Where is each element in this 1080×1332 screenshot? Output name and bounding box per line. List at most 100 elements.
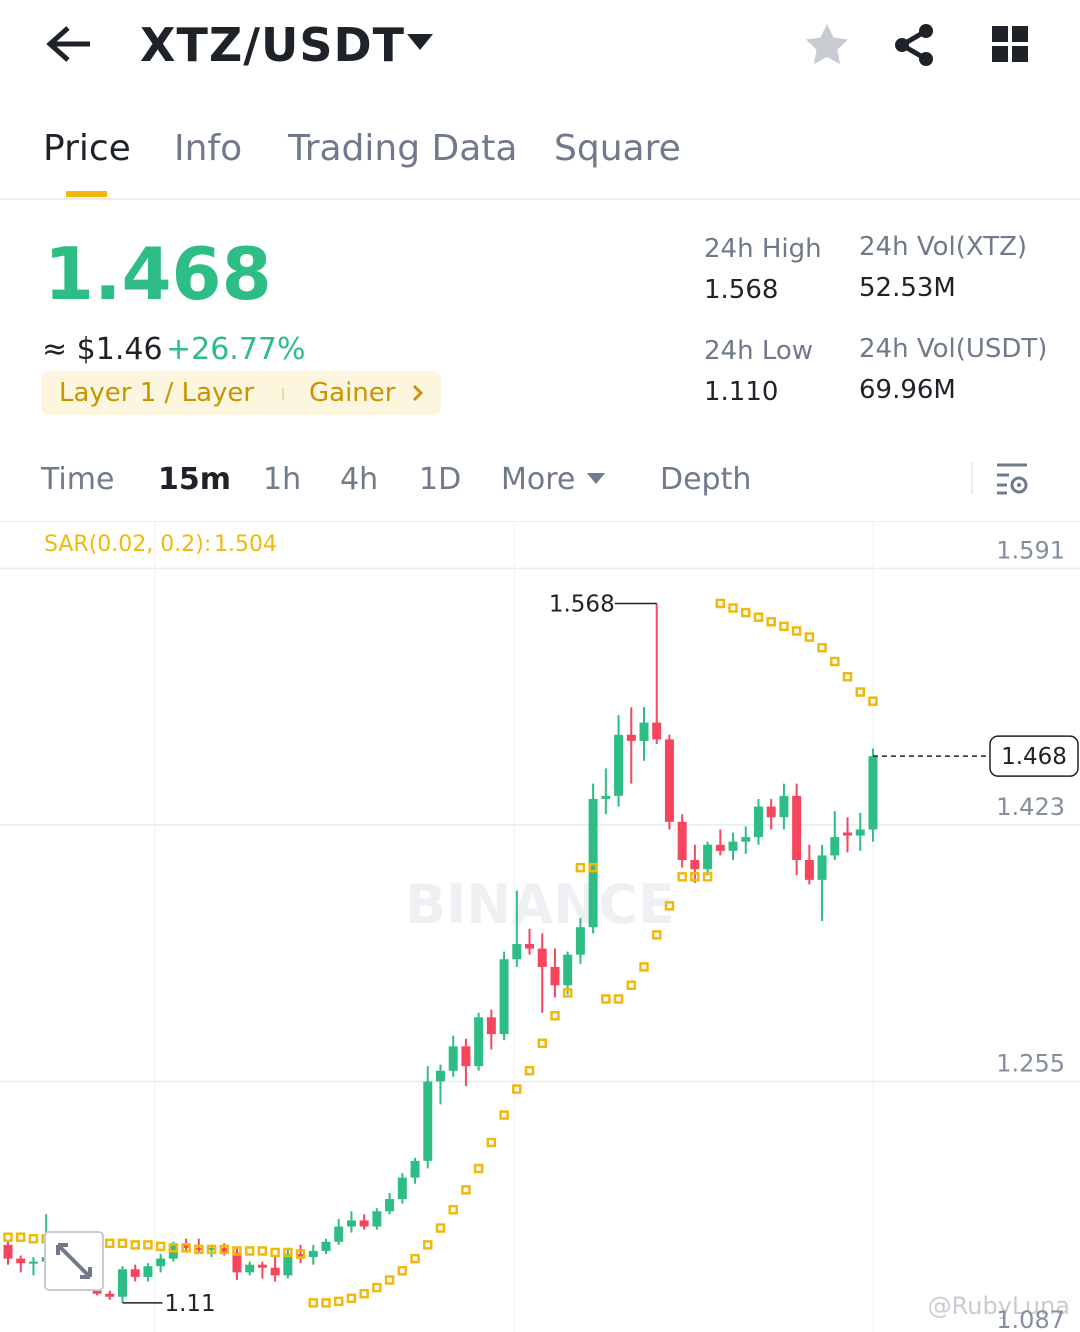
- candle-body: [804, 860, 814, 880]
- sar-dot: [448, 1204, 458, 1215]
- tag-separator: [282, 388, 284, 400]
- candle-body: [741, 837, 751, 842]
- sar-dot: [244, 1246, 255, 1256]
- candle-body: [385, 1199, 395, 1212]
- tag-bar[interactable]: [41, 371, 441, 415]
- candle-body: [219, 1247, 229, 1253]
- candle-body: [207, 1247, 217, 1250]
- candle-body: [703, 844, 713, 870]
- candle-body: [397, 1177, 407, 1200]
- candle-body: [461, 1046, 471, 1067]
- tag[interactable]: Layer 1 / Layer: [59, 378, 255, 408]
- tab-indicator: [66, 191, 107, 197]
- sar-dot: [105, 1238, 115, 1249]
- interval[interactable]: 1h: [263, 462, 302, 497]
- sar-dot: [741, 607, 751, 618]
- sar-dot: [639, 962, 649, 972]
- candle-body: [575, 927, 585, 955]
- candle-body: [181, 1244, 191, 1248]
- grid-menu[interactable]: [990, 24, 1032, 66]
- sar-dot: [830, 656, 840, 667]
- candle-body: [779, 795, 789, 818]
- sar-dot: [651, 930, 662, 940]
- sar-legend: SAR(0.02, 0.2):: [44, 532, 211, 557]
- interval[interactable]: 4h: [340, 462, 379, 497]
- candle-body: [321, 1241, 331, 1251]
- candlestick-chart: BINANCE @RubyLuna 1.591 1.423 1.255 1.087 1.…: [0, 521, 1080, 1332]
- y-tick-label: 1.423: [996, 793, 1065, 821]
- interval[interactable]: 1D: [419, 462, 462, 497]
- candle-body: [143, 1266, 153, 1277]
- candle-body: [766, 806, 776, 818]
- sar-dot: [308, 1298, 319, 1308]
- candle-body: [334, 1226, 344, 1242]
- interval[interactable]: More: [501, 462, 576, 497]
- sar-dot: [779, 621, 789, 632]
- stat-value: 69.96M: [859, 375, 956, 405]
- share-button[interactable]: [892, 22, 938, 68]
- sar-dot: [397, 1266, 408, 1276]
- candle-body: [435, 1070, 445, 1082]
- candle-body: [499, 959, 509, 1035]
- candle-body: [117, 1269, 127, 1297]
- candle-body: [232, 1252, 242, 1273]
- candle-body: [677, 821, 687, 861]
- sar-dot: [117, 1238, 128, 1249]
- sar-dot: [15, 1232, 26, 1242]
- tab[interactable]: Price: [43, 128, 131, 169]
- candle-body: [308, 1250, 318, 1258]
- sar-dot: [270, 1247, 280, 1258]
- stat-label: 24h Vol(XTZ): [859, 232, 1028, 262]
- sar-dot: [728, 603, 738, 613]
- candle-body: [855, 829, 865, 836]
- tag[interactable]: Gainer: [309, 378, 396, 408]
- back-button[interactable]: [44, 24, 94, 64]
- candle-body: [537, 948, 547, 967]
- sar-dot: [346, 1293, 357, 1304]
- sar-dot: [512, 1084, 522, 1094]
- sar-dot: [384, 1275, 395, 1285]
- pair-title[interactable]: XTZ/USDT: [140, 18, 406, 72]
- candle-body: [257, 1264, 267, 1268]
- tab[interactable]: Info: [174, 128, 243, 169]
- candle-body: [105, 1293, 115, 1297]
- sar-dot: [613, 994, 624, 1004]
- sar-dot: [232, 1246, 242, 1256]
- tag-arrow: [412, 384, 424, 402]
- interval[interactable]: Depth: [660, 462, 752, 497]
- candle-body: [296, 1254, 306, 1258]
- sar-legend-value: 1.504: [214, 532, 277, 557]
- favorite-star[interactable]: [804, 22, 850, 68]
- sar-dot: [588, 862, 598, 873]
- tab[interactable]: Trading Data: [288, 128, 518, 169]
- sar-dot: [486, 1137, 497, 1148]
- sar-dot: [804, 632, 815, 642]
- sar-dot: [295, 1249, 306, 1259]
- sar-dot: [283, 1247, 293, 1258]
- y-tick-label: 1.255: [996, 1049, 1065, 1077]
- candle-body: [728, 841, 738, 851]
- candle-body: [792, 795, 802, 861]
- candle-body: [372, 1211, 382, 1227]
- interval[interactable]: Time: [41, 462, 115, 497]
- max-label: 1.568: [549, 591, 615, 617]
- sar-dot: [626, 980, 637, 990]
- sar-dot: [435, 1223, 446, 1233]
- interval[interactable]: 15m: [158, 462, 232, 497]
- chart-settings[interactable]: [995, 462, 1031, 496]
- sar-dot: [333, 1296, 344, 1307]
- tab[interactable]: Square: [554, 128, 681, 169]
- last-price-box: [989, 735, 1079, 777]
- pair-dropdown[interactable]: [405, 32, 435, 52]
- y-tick-label: 1.087: [996, 1306, 1065, 1332]
- candle-body: [486, 1017, 496, 1035]
- candle-body: [525, 944, 535, 949]
- stat-value: 52.53M: [859, 273, 956, 303]
- sar-dot: [855, 687, 865, 697]
- sar-dot: [28, 1233, 39, 1244]
- candle-body: [194, 1247, 204, 1250]
- sar-dot: [791, 626, 802, 636]
- usd-price: ≈ $1.46: [42, 332, 163, 367]
- candle-body: [270, 1267, 280, 1276]
